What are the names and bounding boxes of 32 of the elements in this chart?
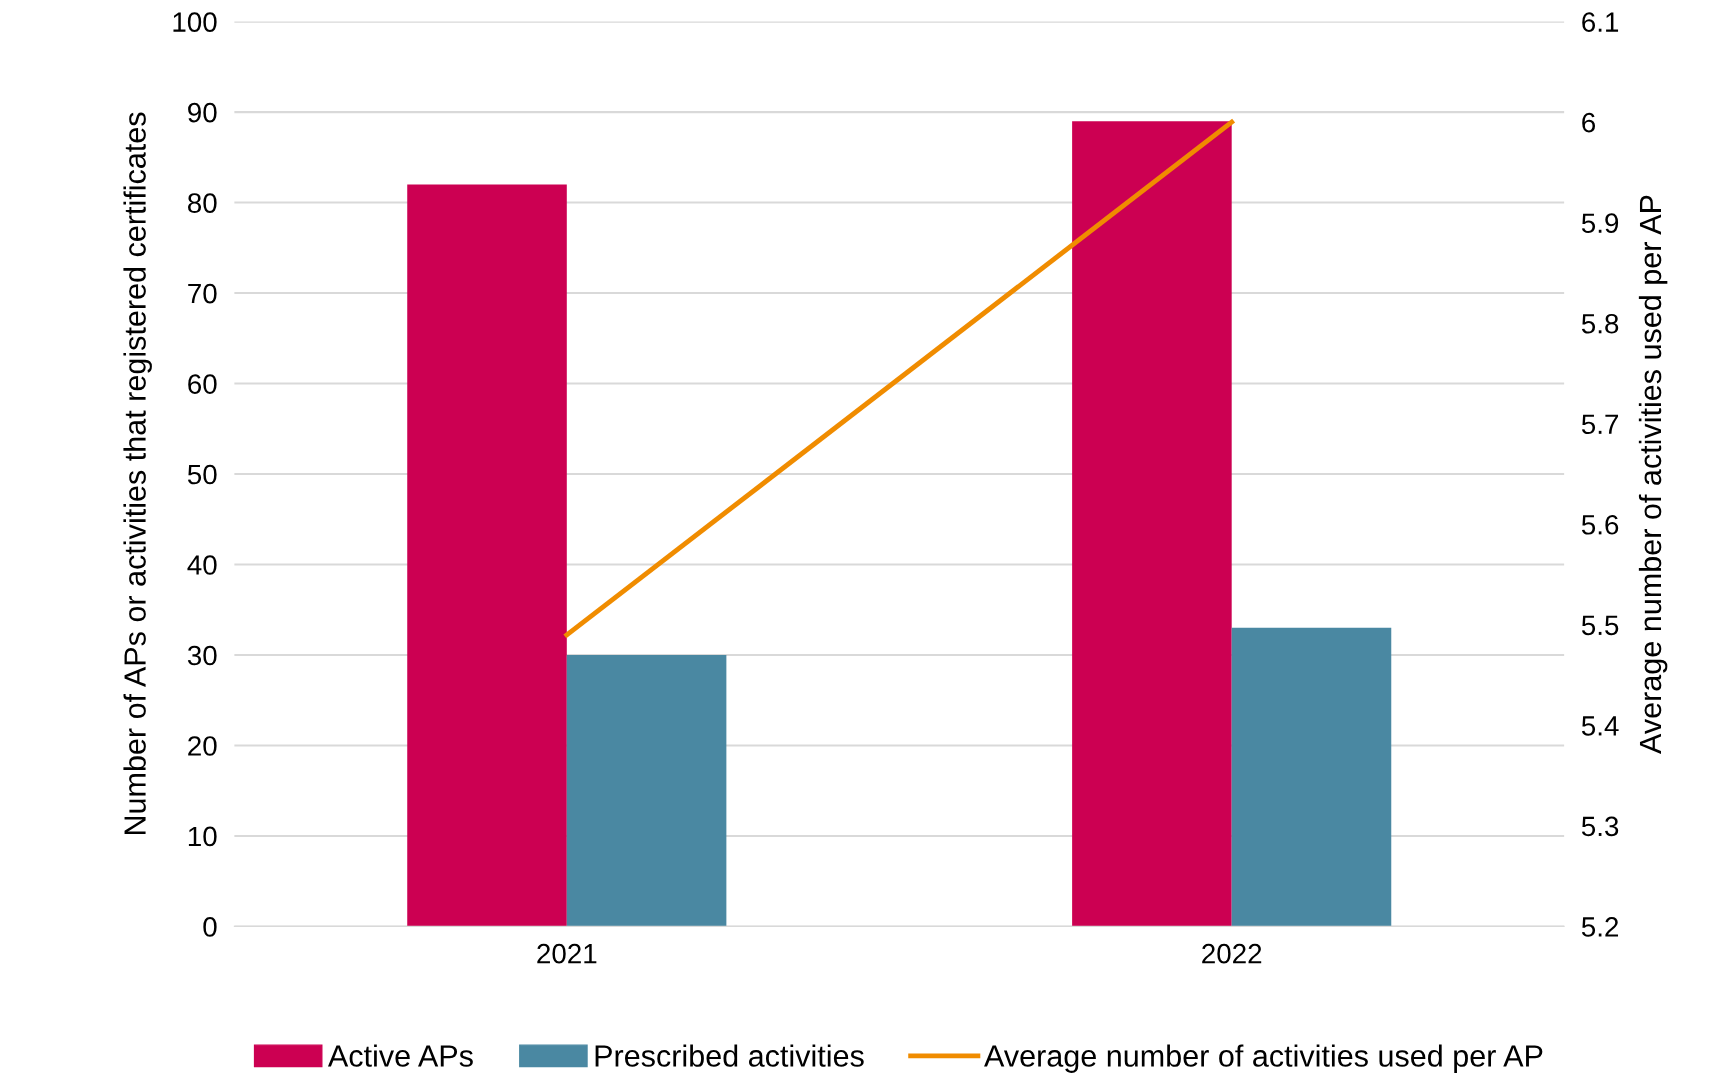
legend-label: Active APs [327,1044,473,1067]
y2-tick-label: 5.8 [1581,313,1619,334]
y2-tick-label: 5.7 [1581,414,1619,435]
y2-tick-label: 6.1 [1582,12,1619,32]
y-axis-title: Number of APs or activities that registered certificates [123,112,152,835]
bar [566,654,727,927]
bar [407,184,567,927]
y2-tick-label: 6 [1582,112,1596,133]
y-tick-label: 40 [187,555,217,575]
legend-label: Prescribed activities [595,1044,864,1067]
bar [1231,627,1392,927]
x-tick-label: 2022 [1202,943,1262,964]
y-tick-label: 90 [188,102,217,123]
y2-tick-label: 5.5 [1581,615,1619,636]
y-tick-label: 80 [188,193,217,213]
y-tick-label: 30 [187,645,217,666]
y-tick-label: 60 [188,374,217,394]
y2-tick-label: 5.6 [1581,514,1619,535]
bar [1072,121,1232,927]
x-tick-label: 2021 [537,943,597,964]
y-tick-label: 0 [203,917,217,937]
legend-label: Average number of activities used per AP [984,1044,1543,1073]
y-tick-label: 70 [188,283,217,304]
y2-tick-label: 5.2 [1581,917,1619,937]
y-tick-label: 10 [188,826,217,847]
y2-tick-label: 5.9 [1581,213,1619,234]
y-tick-label: 50 [187,464,217,485]
y2-tick-label: 5.3 [1581,816,1619,837]
y2-tick-label: 5.4 [1581,716,1619,736]
y2-axis-title: Average number of activities used per AP [1638,195,1668,754]
y-tick-label: 20 [188,736,217,756]
y-tick-label: 100 [173,12,217,32]
